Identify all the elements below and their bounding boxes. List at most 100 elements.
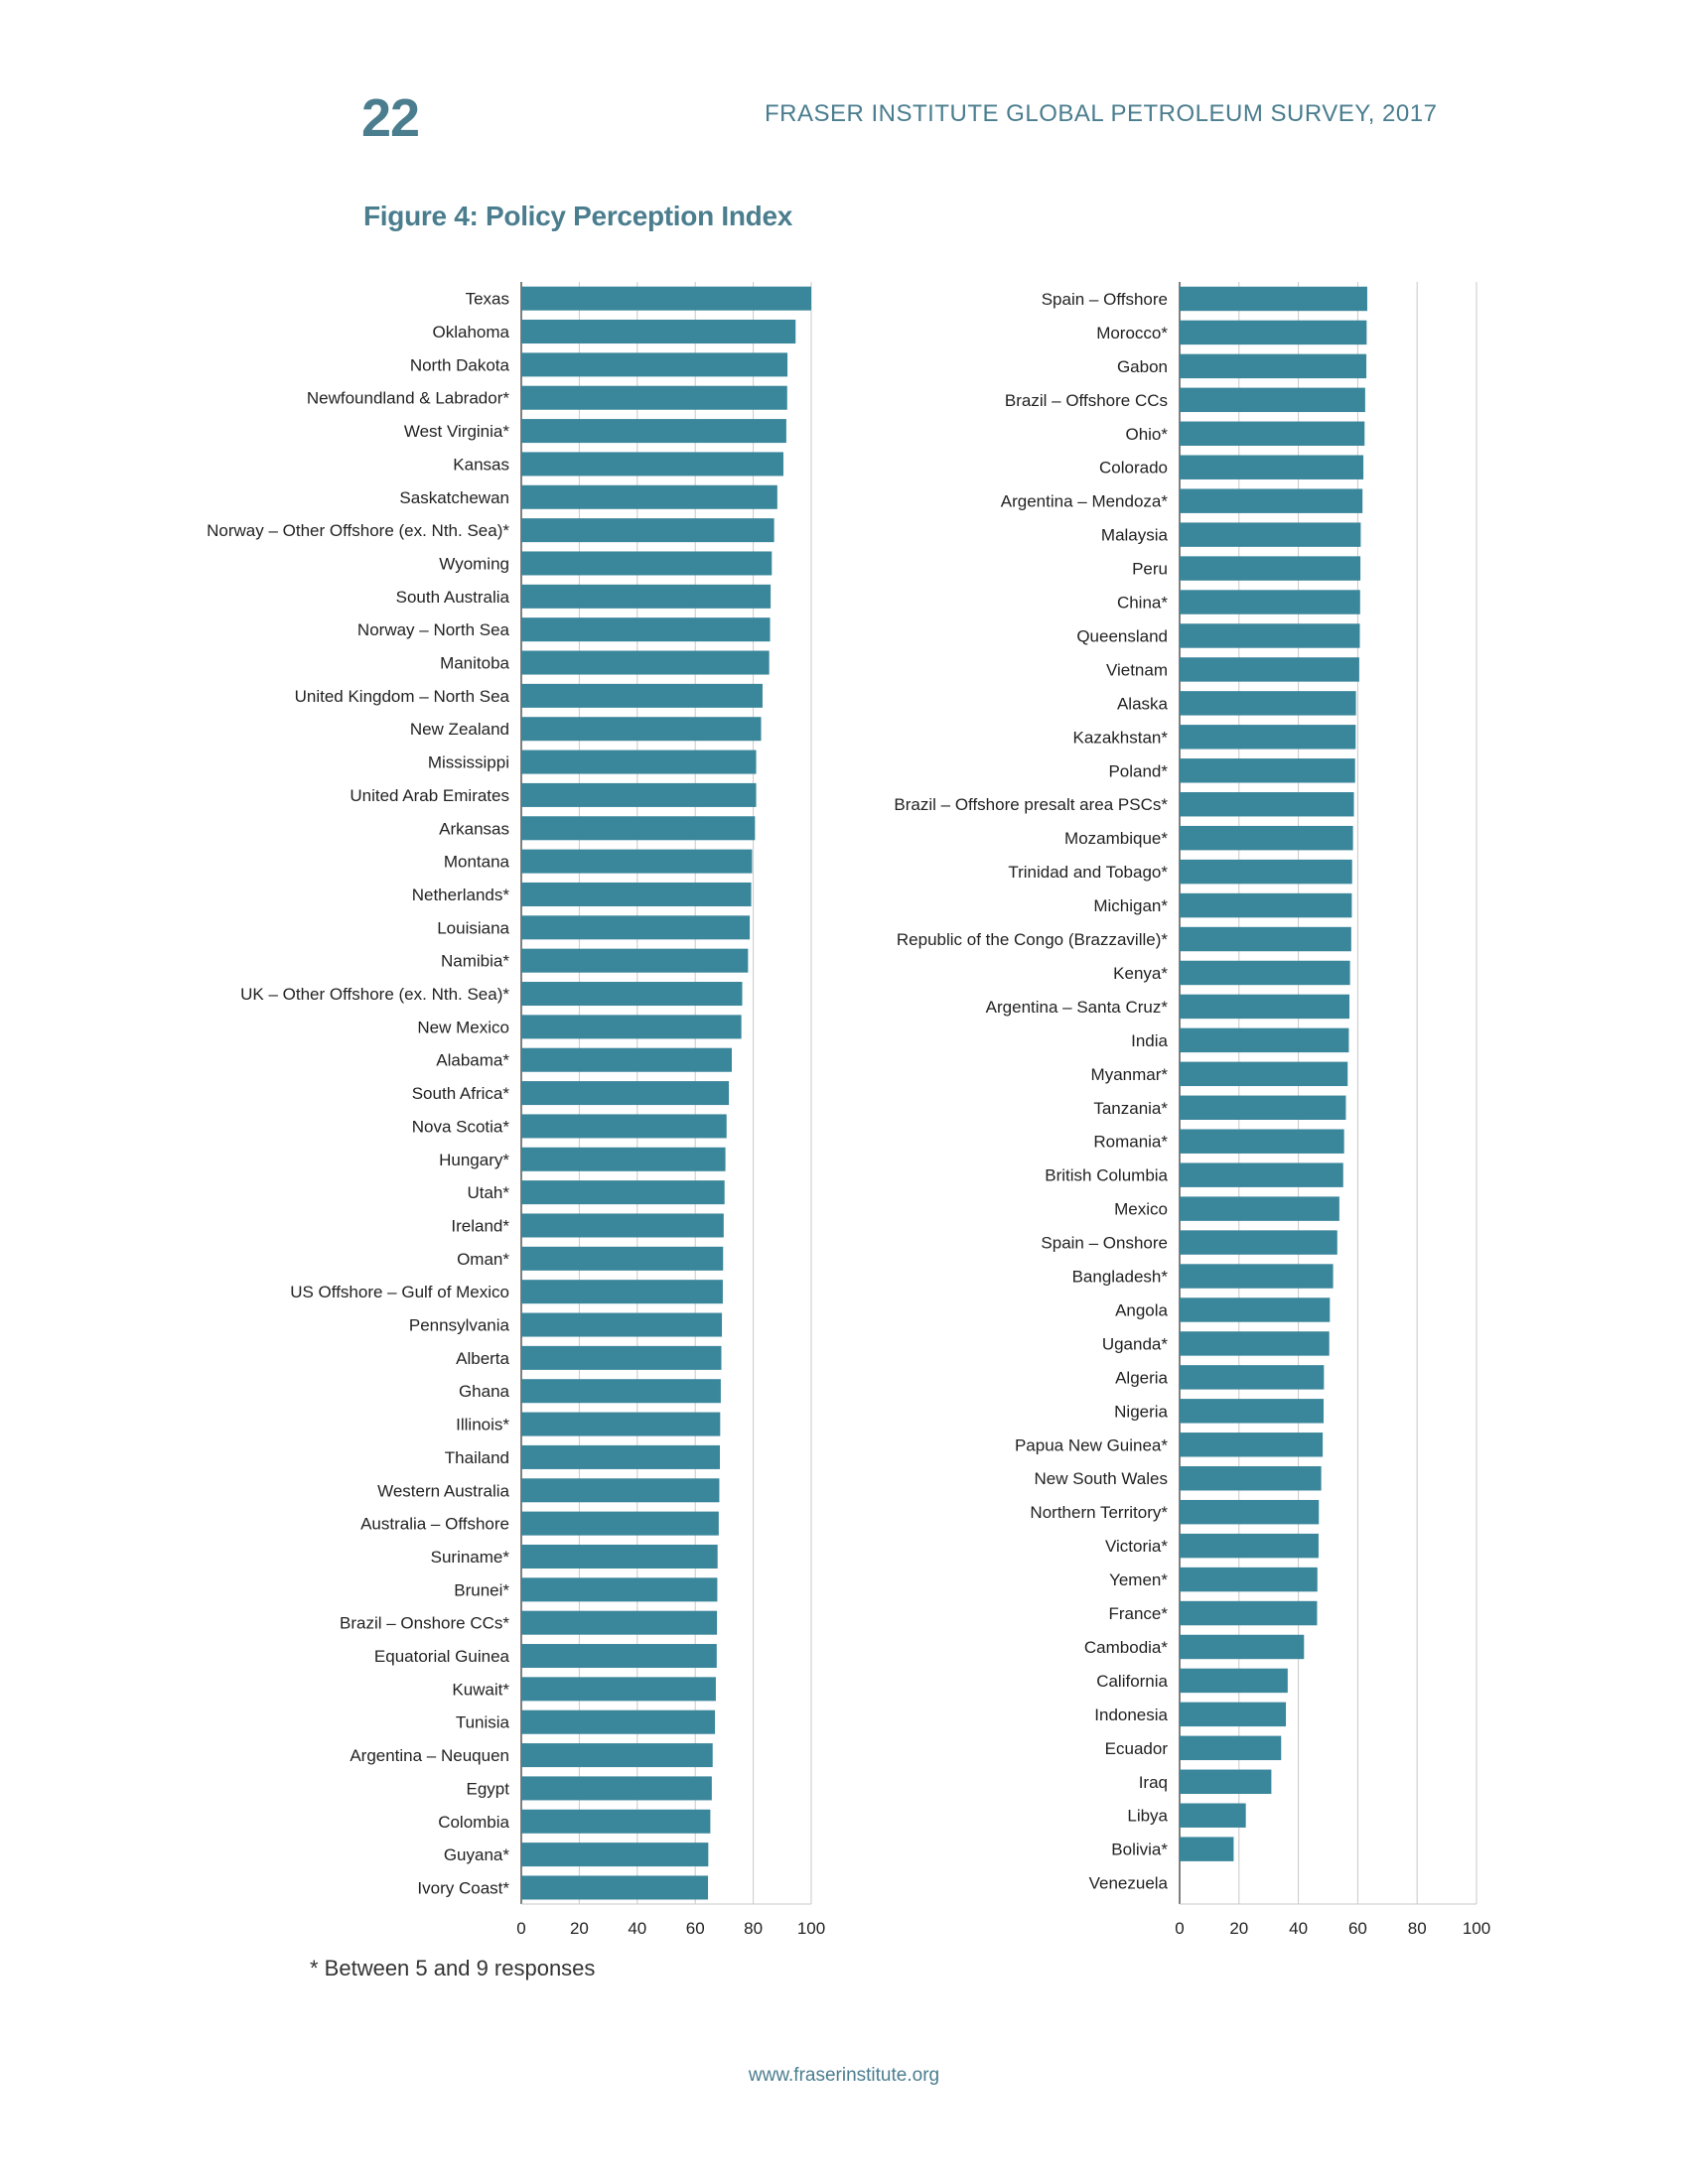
bar <box>521 849 753 874</box>
category-label: Colombia <box>438 1813 509 1832</box>
category-label: Oman* <box>457 1250 509 1269</box>
category-label: Kazakhstan* <box>1073 728 1169 747</box>
bar <box>521 352 788 377</box>
bar <box>521 717 762 742</box>
bar <box>521 1312 723 1337</box>
category-label: Brazil – Offshore CCs <box>1005 391 1168 410</box>
category-label: Kansas <box>453 455 509 474</box>
bar <box>1180 1061 1348 1087</box>
bar <box>521 1345 722 1370</box>
category-label: Malaysia <box>1101 526 1169 545</box>
x-tick-label: 0 <box>516 1919 525 1938</box>
category-label: Cambodia* <box>1084 1638 1168 1657</box>
category-label: Norway – Other Offshore (ex. Nth. Sea)* <box>207 521 509 540</box>
category-label: Illinois* <box>456 1416 509 1434</box>
bar <box>1180 1399 1325 1424</box>
category-label: British Columbia <box>1045 1166 1168 1185</box>
category-label: New Mexico <box>417 1018 509 1036</box>
bar <box>1180 657 1359 682</box>
bar <box>521 286 811 311</box>
category-label: Netherlands* <box>412 886 510 904</box>
bar <box>521 1444 721 1469</box>
category-label: Morocco* <box>1096 324 1168 342</box>
category-label: Michigan* <box>1093 896 1168 915</box>
bar <box>521 1047 732 1072</box>
bar <box>521 584 772 609</box>
x-tick-label: 20 <box>570 1919 589 1938</box>
bar <box>1180 556 1361 581</box>
bar <box>521 1743 713 1768</box>
bar <box>521 1412 721 1436</box>
bar <box>1180 1095 1346 1120</box>
x-tick-label: 40 <box>1289 1919 1308 1938</box>
category-label: Argentina – Santa Cruz* <box>986 998 1169 1017</box>
category-label: France* <box>1108 1604 1168 1623</box>
bar <box>1180 1162 1343 1187</box>
category-label: Wyoming <box>439 554 509 573</box>
bar <box>1180 1533 1319 1559</box>
bar <box>521 1577 718 1602</box>
category-label: Algeria <box>1115 1368 1168 1387</box>
bar <box>1180 455 1364 479</box>
bar <box>521 750 757 774</box>
category-label: Argentina – Mendoza* <box>1001 492 1169 511</box>
category-label: US Offshore – Gulf of Mexico <box>290 1283 509 1301</box>
category-label: Colorado <box>1099 459 1168 478</box>
category-label: Nova Scotia* <box>412 1117 510 1136</box>
bar <box>521 1246 724 1271</box>
bar <box>521 452 783 477</box>
category-label: Norway – North Sea <box>357 620 510 639</box>
running-head: FRASER INSTITUTE GLOBAL PETROLEUM SURVEY… <box>765 100 1438 127</box>
category-label: Alaska <box>1117 694 1169 713</box>
category-label: Argentina – Neuquen <box>350 1746 509 1765</box>
category-label: Mexico <box>1114 1200 1168 1219</box>
bar <box>521 1213 724 1238</box>
category-label: Republic of the Congo (Brazzaville)* <box>897 930 1168 949</box>
category-label: Vietnam <box>1106 660 1168 679</box>
category-label: Western Australia <box>377 1481 509 1500</box>
bar <box>521 650 770 675</box>
bar <box>1180 1803 1246 1828</box>
bar <box>1180 1499 1320 1525</box>
category-label: Uganda* <box>1102 1334 1169 1353</box>
bar <box>521 617 771 642</box>
x-tick-label: 0 <box>1175 1919 1184 1938</box>
bar <box>521 683 763 708</box>
website-url[interactable]: www.fraserinstitute.org <box>748 2065 940 2086</box>
category-label: Myanmar* <box>1091 1065 1169 1084</box>
category-label: Utah* <box>467 1183 509 1202</box>
x-tick-label: 100 <box>1463 1919 1490 1938</box>
page-number: 22 <box>361 88 420 148</box>
category-label: Texas <box>466 290 509 309</box>
category-label: Queensland <box>1076 626 1168 645</box>
bar <box>521 1147 726 1171</box>
category-label: Manitoba <box>440 654 509 673</box>
category-label: India <box>1131 1031 1168 1050</box>
bar <box>521 1280 723 1304</box>
category-label: Mississippi <box>428 753 509 772</box>
bar <box>1180 1634 1305 1660</box>
category-label: Papua New Guinea* <box>1015 1435 1168 1454</box>
bar <box>1180 994 1350 1020</box>
bar <box>1180 1297 1331 1322</box>
bar <box>1180 926 1351 952</box>
x-tick-label: 100 <box>797 1919 825 1938</box>
category-label: Namibia* <box>441 952 509 971</box>
category-label: Brazil – Offshore presalt area PSCs* <box>894 795 1168 814</box>
category-label: Montana <box>444 853 510 872</box>
bar <box>1180 1027 1349 1053</box>
bar <box>521 1544 718 1569</box>
category-label: South Africa* <box>412 1084 510 1103</box>
bar <box>1180 522 1361 547</box>
bar <box>1180 1331 1330 1356</box>
bar <box>1180 488 1363 513</box>
bar <box>1180 1433 1324 1457</box>
category-label: Tunisia <box>456 1713 510 1732</box>
category-label: Thailand <box>445 1448 509 1467</box>
category-label: Ecuador <box>1105 1739 1169 1758</box>
category-label: Romania* <box>1093 1133 1168 1152</box>
bar <box>521 1478 720 1503</box>
bar <box>1180 320 1367 345</box>
category-label: Bolivia* <box>1111 1841 1168 1859</box>
bar <box>1180 590 1360 614</box>
